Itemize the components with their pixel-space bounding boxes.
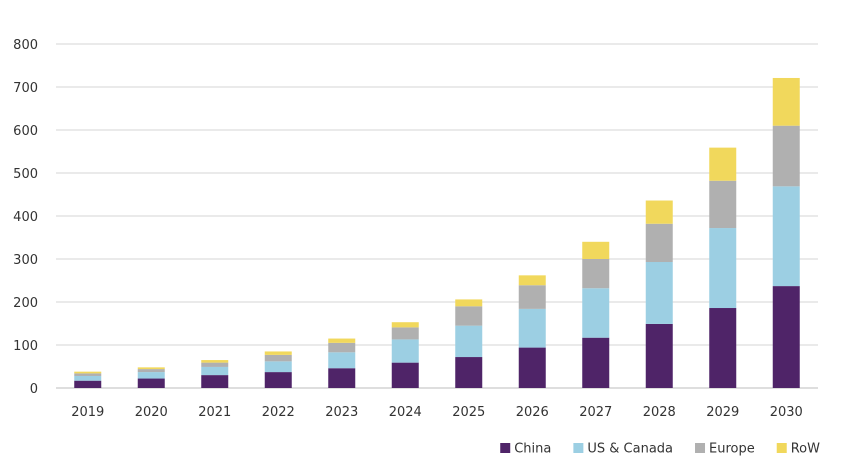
bar-segment	[772, 286, 800, 388]
x-tick-label: 2028	[643, 405, 676, 420]
x-tick-label: 2029	[706, 405, 739, 420]
bar-segment	[518, 285, 546, 309]
bar-segment	[328, 352, 356, 369]
x-tick-label: 2024	[389, 405, 422, 420]
bar-segment	[201, 366, 229, 376]
bar-segment	[455, 299, 483, 307]
x-tick-label: 2023	[325, 405, 358, 420]
gridlines	[56, 43, 818, 389]
x-tick-label: 2020	[135, 405, 168, 420]
x-tick-label: 2026	[516, 405, 549, 420]
bar-segment	[328, 368, 356, 388]
bar-segment	[137, 367, 165, 370]
bar-segment	[645, 323, 673, 388]
bar-segment	[74, 380, 102, 388]
bar-segment	[391, 339, 419, 363]
bar-segment	[709, 308, 737, 388]
x-tick-label: 2025	[452, 405, 485, 420]
legend-item: China	[500, 442, 551, 457]
bar-segment	[391, 322, 419, 328]
legend-label: US & Canada	[587, 442, 673, 457]
legend-swatch	[573, 443, 584, 453]
bar-segment	[137, 372, 165, 379]
bar-segment	[201, 360, 229, 363]
bars	[74, 77, 800, 388]
y-tick-label: 200	[13, 296, 38, 311]
bar-segment	[328, 342, 356, 353]
bar-segment	[518, 347, 546, 388]
bar-segment	[74, 373, 102, 376]
x-tick-label: 2030	[770, 405, 803, 420]
bar-segment	[582, 337, 610, 388]
legend: China US & Canada Europe RoW	[500, 442, 820, 457]
y-tick-label: 300	[13, 253, 38, 268]
bar-segment	[709, 228, 737, 309]
y-tick-label: 500	[13, 167, 38, 182]
bar-segment	[137, 369, 165, 373]
x-tick-label: 2022	[262, 405, 295, 420]
bar-segment	[455, 325, 483, 358]
bar-segment	[264, 351, 292, 355]
bar-segment	[582, 288, 610, 338]
bar-segment	[264, 372, 292, 388]
legend-label: RoW	[791, 442, 820, 457]
bar-segment	[582, 259, 610, 289]
bar-segment	[455, 357, 483, 388]
bar-segment	[391, 327, 419, 340]
bar-segment	[518, 275, 546, 286]
bar-segment	[74, 375, 102, 381]
bar-segment	[391, 362, 419, 388]
bar-segment	[645, 200, 673, 224]
x-tick-label: 2027	[579, 405, 612, 420]
legend-swatch	[695, 443, 706, 453]
bar-segment	[201, 362, 229, 367]
legend-label: China	[514, 442, 551, 457]
legend-swatch	[500, 443, 511, 453]
bar-segment	[264, 361, 292, 373]
y-tick-label: 800	[13, 38, 38, 53]
bar-segment	[709, 180, 737, 229]
legend-label: Europe	[709, 442, 755, 457]
y-tick-label: 100	[13, 339, 38, 354]
bar-segment	[709, 147, 737, 181]
bar-segment	[645, 223, 673, 263]
y-tick-label: 600	[13, 124, 38, 139]
bar-segment	[645, 262, 673, 324]
bar-segment	[264, 354, 292, 362]
legend-item: RoW	[776, 442, 820, 457]
bar-segment	[772, 77, 800, 126]
bar-segment	[137, 378, 165, 388]
y-tick-label: 400	[13, 210, 38, 225]
bar-segment	[772, 186, 800, 287]
legend-item: US & Canada	[573, 442, 673, 457]
bar-segment	[582, 241, 610, 259]
x-tick-label: 2021	[198, 405, 231, 420]
y-tick-label: 700	[13, 81, 38, 96]
bar-segment	[328, 338, 356, 343]
bar-segment	[772, 125, 800, 187]
bar-segment	[518, 308, 546, 348]
legend-item: Europe	[695, 442, 755, 457]
bar-segment	[74, 371, 102, 374]
y-tick-label: 0	[30, 382, 38, 397]
bar-segment	[201, 375, 229, 388]
y-axis: 0 100 200 300 400 500 600 700 800	[13, 38, 38, 397]
x-axis: 2019 2020 2021 2022 2023 2024 2025 2026 2027 2028…	[71, 405, 803, 420]
legend-swatch	[776, 443, 787, 453]
x-tick-label: 2019	[71, 405, 104, 420]
bar-segment	[455, 306, 483, 326]
